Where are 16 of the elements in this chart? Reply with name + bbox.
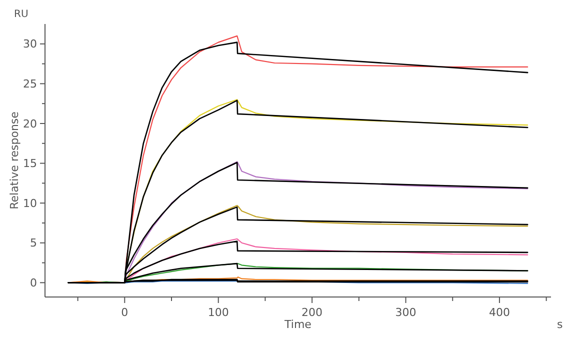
- x-tick-label: 200: [302, 306, 323, 319]
- y-tick-label: 15: [23, 157, 37, 170]
- text: RU: [14, 9, 28, 20]
- x-tick-label: 100: [208, 306, 229, 319]
- y-tick-label: 10: [23, 196, 37, 210]
- x-axis-title: Time: [284, 318, 312, 331]
- x-tick-label: 300: [395, 306, 416, 319]
- y-tick-label: 25: [23, 78, 37, 91]
- text: s: [557, 318, 563, 331]
- y-tick-label: 0: [30, 276, 37, 290]
- y-tick-label: 20: [23, 117, 37, 130]
- y-axis-title: Relative response: [8, 111, 21, 210]
- x-tick-label: 400: [488, 306, 510, 319]
- y-tick-label: 30: [23, 38, 37, 51]
- x-tick-label: 0: [121, 306, 128, 319]
- y-tick-label: 5: [30, 236, 37, 250]
